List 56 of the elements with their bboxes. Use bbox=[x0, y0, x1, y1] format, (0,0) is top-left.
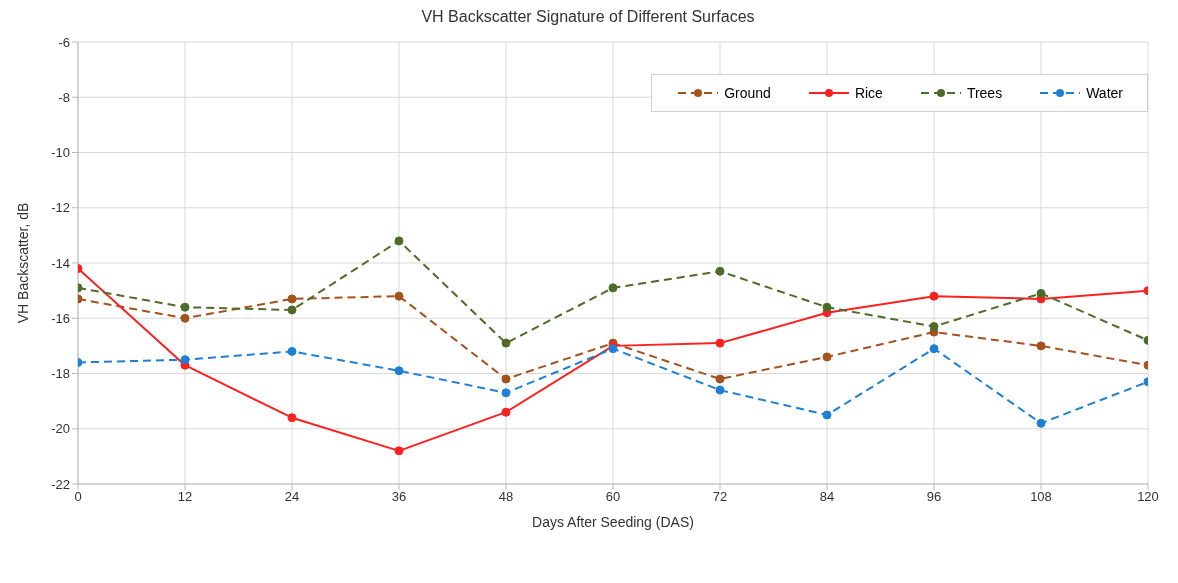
y-tick-label: -8 bbox=[58, 89, 70, 105]
point bbox=[1036, 418, 1046, 428]
point bbox=[394, 291, 404, 301]
point bbox=[180, 302, 190, 312]
point bbox=[287, 413, 297, 423]
x-tick-label: 60 bbox=[605, 489, 621, 505]
point bbox=[822, 352, 832, 362]
point bbox=[822, 410, 832, 420]
y-axis-title: VH Backscatter, dB bbox=[14, 202, 31, 324]
x-tick-label: 48 bbox=[498, 489, 514, 505]
x-tick-label: 120 bbox=[1137, 489, 1159, 505]
legend-label: Rice bbox=[854, 85, 883, 101]
x-tick-label: 96 bbox=[926, 489, 942, 505]
legend-label: Water bbox=[1086, 85, 1123, 101]
x-tick-label: 0 bbox=[74, 489, 82, 505]
x-tick-label: 36 bbox=[391, 489, 407, 505]
point bbox=[715, 374, 725, 384]
point bbox=[394, 236, 404, 246]
y-tick-label: -16 bbox=[51, 310, 70, 326]
legend-label: Ground bbox=[724, 85, 771, 101]
point bbox=[287, 294, 297, 304]
point bbox=[287, 305, 297, 315]
x-tick-label: 24 bbox=[284, 489, 300, 505]
chart-title: VH Backscatter Signature of Different Surfaces bbox=[420, 8, 756, 27]
y-tick-label: -20 bbox=[51, 421, 70, 437]
point bbox=[1036, 288, 1046, 298]
point bbox=[501, 388, 511, 398]
point bbox=[501, 338, 511, 348]
point bbox=[501, 407, 511, 417]
y-tick-label: -18 bbox=[51, 366, 70, 382]
point bbox=[929, 344, 939, 354]
point bbox=[180, 313, 190, 323]
point bbox=[929, 291, 939, 301]
y-tick-label: -6 bbox=[58, 34, 70, 50]
x-tick-label: 72 bbox=[712, 489, 728, 505]
y-tick-label: -10 bbox=[51, 145, 70, 161]
y-tick-label: -12 bbox=[51, 200, 70, 216]
point bbox=[394, 366, 404, 376]
point bbox=[180, 355, 190, 365]
point bbox=[608, 283, 618, 293]
point bbox=[287, 346, 297, 356]
point bbox=[929, 322, 939, 332]
point bbox=[715, 338, 725, 348]
x-tick-label: 108 bbox=[1030, 489, 1052, 505]
point bbox=[715, 385, 725, 395]
point bbox=[394, 446, 404, 456]
point bbox=[715, 266, 725, 276]
x-axis-title: Days After Seeding (DAS) bbox=[532, 514, 694, 530]
point bbox=[501, 374, 511, 384]
x-tick-label: 84 bbox=[819, 489, 835, 505]
point bbox=[822, 302, 832, 312]
y-tick-label: -22 bbox=[51, 476, 70, 492]
y-tick-label: -14 bbox=[51, 255, 70, 271]
point bbox=[1036, 341, 1046, 351]
x-tick-label: 12 bbox=[177, 489, 193, 505]
legend-label: Trees bbox=[966, 85, 1003, 101]
